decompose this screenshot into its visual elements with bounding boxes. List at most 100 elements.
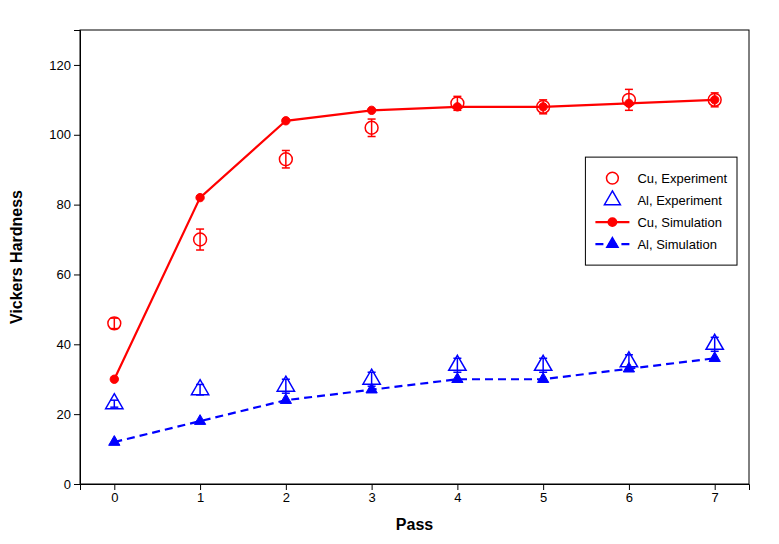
x-tick-label: 0 bbox=[111, 490, 118, 505]
point bbox=[106, 394, 123, 409]
point bbox=[449, 355, 466, 370]
point bbox=[280, 394, 291, 404]
plot-frame bbox=[80, 30, 749, 484]
x-tick-mark bbox=[372, 484, 373, 490]
error-bar bbox=[196, 229, 204, 250]
y-axis-title: Vickers Hardness bbox=[8, 190, 25, 324]
legend-symbol bbox=[608, 218, 616, 226]
y-tick-mark bbox=[74, 135, 80, 136]
x-tick: 2 bbox=[283, 484, 290, 505]
error-bar-cap bbox=[625, 368, 633, 370]
error-bar-cap bbox=[196, 249, 204, 251]
legend-item: Cu, Experiment bbox=[606, 171, 727, 186]
x-tick-label: 2 bbox=[283, 490, 290, 505]
point bbox=[196, 193, 204, 201]
point bbox=[110, 375, 118, 383]
x-tick: 1 bbox=[197, 484, 204, 505]
error-bar-cap bbox=[711, 351, 719, 353]
legend: Cu, Experiment Al, Experiment Cu, Simulati… bbox=[585, 157, 737, 265]
legend-label: Cu, Simulation bbox=[637, 215, 722, 230]
point bbox=[109, 436, 120, 446]
x-tick-mark bbox=[543, 484, 544, 490]
error-bar-cap bbox=[282, 150, 290, 152]
error-bar-cap bbox=[282, 167, 290, 169]
plot: 0 1 2 3 4 5 6 7 0 20 40 60 80 100 120 Cu, Experiment Al,… bbox=[49, 30, 749, 505]
x-tick-mark bbox=[200, 484, 201, 490]
y-tick-label: 100 bbox=[49, 127, 71, 142]
legend-label: Cu, Experiment bbox=[637, 171, 727, 186]
x-tick-label: 6 bbox=[626, 490, 633, 505]
x-tick: 0 bbox=[111, 484, 118, 505]
x-axis: 0 1 2 3 4 5 6 7 bbox=[81, 484, 750, 505]
point bbox=[622, 93, 635, 106]
point bbox=[534, 355, 551, 370]
x-tick-label: 5 bbox=[540, 490, 547, 505]
point bbox=[708, 93, 721, 106]
y-tick-label: 80 bbox=[57, 197, 71, 212]
error-bar bbox=[110, 400, 118, 407]
legend-label: Al, Simulation bbox=[637, 237, 716, 252]
point bbox=[277, 376, 294, 391]
error-bar-cap bbox=[110, 406, 118, 408]
error-bar-cap bbox=[625, 89, 633, 91]
x-tick-mark bbox=[457, 484, 458, 490]
y-tick: 60 bbox=[57, 267, 80, 282]
y-tick: 40 bbox=[57, 337, 80, 352]
error-bar-stem bbox=[199, 229, 201, 250]
point bbox=[451, 97, 464, 110]
y-tick-mark bbox=[74, 65, 80, 66]
point bbox=[282, 117, 290, 125]
y-tick: 100 bbox=[49, 127, 80, 142]
y-tick: 120 bbox=[49, 58, 80, 73]
y-tick-mark bbox=[74, 205, 80, 206]
error-bar-cap bbox=[453, 371, 461, 373]
y-tick-label: 60 bbox=[57, 267, 71, 282]
point bbox=[279, 153, 292, 166]
point bbox=[367, 106, 375, 114]
legend-symbol bbox=[604, 191, 620, 205]
x-tick: 4 bbox=[454, 484, 461, 505]
y-tick: 0 bbox=[64, 477, 80, 492]
series-line bbox=[114, 358, 714, 442]
y-tick-mark bbox=[74, 274, 80, 275]
y-tick-label: 40 bbox=[57, 337, 71, 352]
y-tick-label: 0 bbox=[64, 477, 71, 492]
error-bar-stem bbox=[114, 318, 116, 328]
error-bar bbox=[110, 318, 118, 328]
legend-label: Al, Experiment bbox=[637, 193, 722, 208]
error-bar-cap bbox=[368, 385, 376, 387]
chart: 0 1 2 3 4 5 6 7 0 20 40 60 80 100 120 Cu, Experiment Al,… bbox=[0, 0, 779, 544]
point bbox=[706, 334, 723, 349]
error-bar-stem bbox=[628, 89, 630, 110]
x-tick-mark bbox=[286, 484, 287, 490]
y-tick-label: 20 bbox=[57, 407, 71, 422]
y-tick-mark bbox=[74, 344, 80, 345]
point bbox=[538, 373, 549, 383]
error-bar bbox=[453, 96, 461, 110]
x-tick-mark bbox=[114, 484, 115, 490]
x-tick: 3 bbox=[368, 484, 375, 505]
error-bar-cap bbox=[282, 392, 290, 394]
error-bar bbox=[539, 100, 547, 114]
x-axis-line bbox=[81, 485, 750, 491]
x-tick-label: 4 bbox=[454, 490, 461, 505]
y-tick-mark bbox=[74, 414, 80, 415]
x-tick: 6 bbox=[626, 484, 633, 505]
legend-box bbox=[585, 157, 737, 265]
x-tick-label: 7 bbox=[712, 490, 719, 505]
point bbox=[108, 317, 121, 330]
error-bar-stem bbox=[199, 384, 201, 394]
point bbox=[194, 233, 207, 246]
error-bar-stem bbox=[114, 400, 116, 407]
legend-symbol bbox=[607, 238, 618, 248]
x-tick-mark bbox=[629, 484, 630, 490]
error-bar-cap bbox=[625, 110, 633, 112]
legend-item: Cu, Simulation bbox=[595, 215, 722, 230]
error-bar-cap bbox=[368, 118, 376, 120]
x-tick: 5 bbox=[540, 484, 547, 505]
series bbox=[106, 334, 724, 408]
error-bar-stem bbox=[714, 93, 716, 107]
error-bar-stem bbox=[542, 100, 544, 114]
point bbox=[620, 352, 637, 367]
y-tick: 20 bbox=[57, 407, 80, 422]
